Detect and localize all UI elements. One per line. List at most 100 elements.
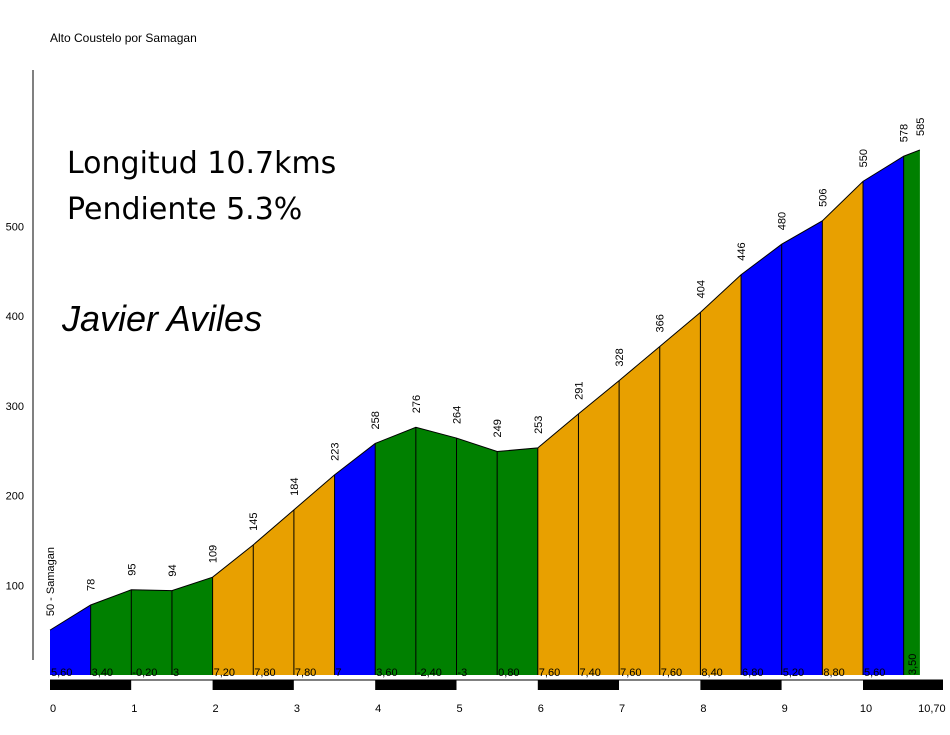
grade-label: 7,80 <box>295 667 316 679</box>
profile-segment <box>741 244 782 675</box>
grade-label: 7,80 <box>254 667 275 679</box>
grade-label: 6,80 <box>742 667 763 679</box>
altitude-label: 585 <box>915 118 927 136</box>
grade-label: 7,60 <box>620 667 641 679</box>
profile-segment <box>50 604 91 675</box>
profile-outline <box>49 149 921 631</box>
profile-segment <box>212 544 254 675</box>
altitude-label: 404 <box>695 280 707 298</box>
x-tick-label: 9 <box>782 703 788 715</box>
altitude-label: 184 <box>289 478 301 496</box>
altitude-label: 258 <box>370 411 382 429</box>
length-label: Longitud 10.7kms <box>67 146 337 181</box>
grade-label: -0,20 <box>132 667 157 679</box>
grade-label: 3 <box>173 667 179 679</box>
profile-segment <box>293 474 335 675</box>
grade-label: -3 <box>458 667 468 679</box>
x-tick-label: 4 <box>375 703 381 715</box>
profile-segment <box>537 413 579 675</box>
grade-label: 7,20 <box>214 667 235 679</box>
km-bar-segment <box>375 680 457 690</box>
altitude-label: 366 <box>655 314 667 332</box>
altitude-label: 480 <box>777 212 789 230</box>
y-tick-label: 500 <box>6 221 24 233</box>
grade-label: 7,40 <box>579 667 600 679</box>
altitude-label: 276 <box>411 395 423 413</box>
altitude-label: 264 <box>452 406 464 424</box>
grade-label: 8,40 <box>701 667 722 679</box>
profile-segment <box>171 577 213 675</box>
altitude-label: 249 <box>492 419 504 437</box>
altitude-label: 506 <box>817 189 829 207</box>
author-label: Javier Aviles <box>62 298 263 339</box>
altitude-label: 78 <box>86 579 98 591</box>
profile-segment <box>700 274 742 675</box>
x-tick-label: 3 <box>294 703 300 715</box>
km-bar-segment <box>50 680 132 690</box>
altitude-label: 550 <box>858 149 870 167</box>
profile-segment <box>497 447 538 675</box>
grade-label: 7 <box>336 667 342 679</box>
y-tick-label: 300 <box>6 401 24 413</box>
km-bar-segment <box>781 680 863 690</box>
slope-label: Pendiente 5.3% <box>67 192 303 227</box>
y-tick-label: 100 <box>6 580 24 592</box>
altitude-label: 253 <box>533 416 545 434</box>
grade-label: 8,80 <box>823 667 844 679</box>
altitude-label: 95 <box>126 563 138 575</box>
profile-segment <box>903 149 920 675</box>
altitude-label: 446 <box>736 242 748 260</box>
km-bar-segment <box>700 680 782 690</box>
altitude-label: 328 <box>614 348 626 366</box>
altitude-label: 145 <box>248 513 260 531</box>
x-tick-label: 6 <box>538 703 544 715</box>
x-tick-label: 5 <box>456 703 462 715</box>
altitude-label: 94 <box>167 564 179 576</box>
profile-segment <box>456 438 498 675</box>
profile-segment <box>253 509 294 675</box>
altitude-label: 291 <box>573 381 585 399</box>
x-tick-label: 1 <box>131 703 137 715</box>
profile-segment <box>578 380 620 675</box>
grade-label: 0,80 <box>498 667 519 679</box>
km-bar-segment <box>212 680 294 690</box>
profile-segment <box>781 220 823 676</box>
profile-segment <box>863 156 904 675</box>
altitude-label: 50 - Samagan <box>45 547 57 616</box>
profile-segment <box>619 346 660 675</box>
x-tick-label: 8 <box>700 703 706 715</box>
grade-label: 3,60 <box>376 667 397 679</box>
profile-segment <box>131 589 172 675</box>
x-tick-label: 2 <box>213 703 219 715</box>
km-bar-segment <box>619 680 701 690</box>
altitude-label: 109 <box>208 545 220 563</box>
grade-label: 5,60 <box>51 667 72 679</box>
altitude-label: 223 <box>330 442 342 460</box>
profile-segment <box>415 427 457 675</box>
profile-segment <box>822 181 863 675</box>
profile-segment <box>375 427 416 675</box>
km-bar-segment <box>863 680 943 690</box>
altitude-label: 578 <box>899 124 911 142</box>
grade-label: 3,40 <box>92 667 113 679</box>
y-tick-label: 200 <box>6 491 24 503</box>
profile-segment <box>90 589 132 675</box>
km-bar-segment <box>537 680 620 690</box>
grade-label: -2,40 <box>417 667 442 679</box>
x-tick-label: 7 <box>619 703 625 715</box>
x-tick-label: 10 <box>860 703 872 715</box>
km-bar-segment <box>456 680 538 690</box>
grade-label: 7,60 <box>661 667 682 679</box>
grade-label: 7,60 <box>539 667 560 679</box>
profile-segment <box>659 312 701 675</box>
km-bar-segment <box>293 680 376 690</box>
x-tick-label: 0 <box>50 703 56 715</box>
x-tick-label: 10,70 <box>918 703 946 715</box>
y-tick-label: 400 <box>6 311 24 323</box>
grade-label: 3,50 <box>907 654 919 675</box>
profile-segment <box>334 443 376 675</box>
grade-label: 5,60 <box>864 667 885 679</box>
km-bar-segment <box>131 680 213 690</box>
